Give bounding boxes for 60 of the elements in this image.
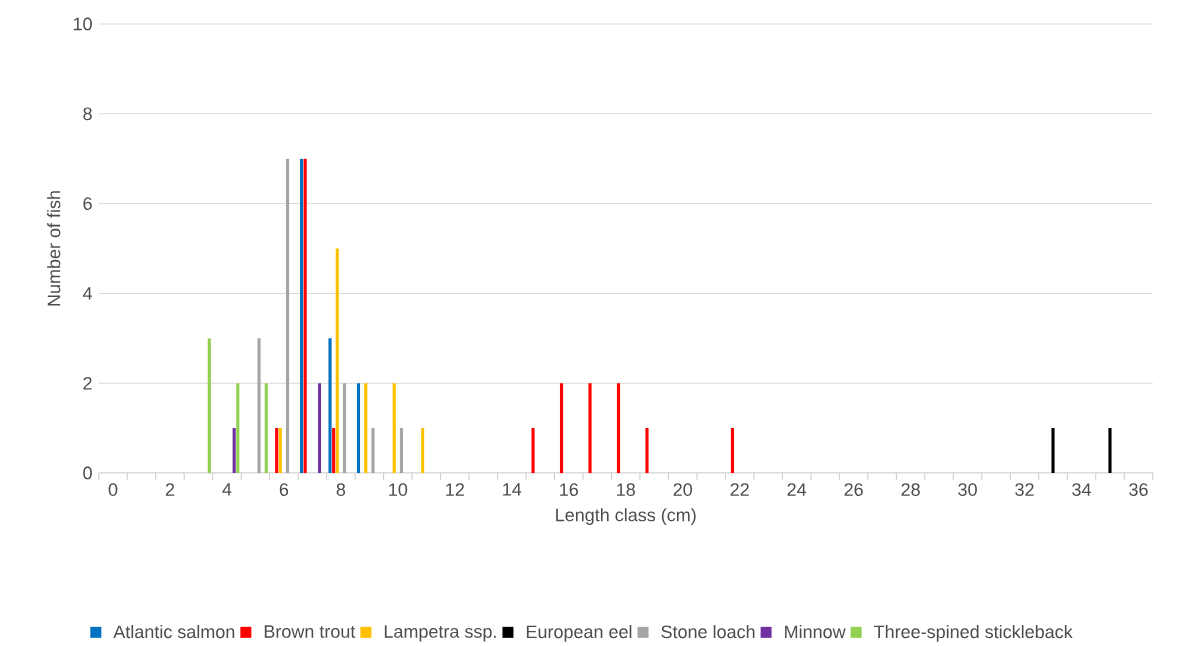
y-tick-label: 8 bbox=[83, 107, 92, 121]
bar bbox=[364, 383, 368, 473]
x-tick-label: 32 bbox=[1015, 483, 1034, 496]
bar bbox=[645, 428, 649, 473]
x-tick-label: 28 bbox=[901, 483, 920, 496]
bar bbox=[342, 383, 347, 473]
bar bbox=[588, 383, 592, 473]
legend-label: Atlantic salmon bbox=[113, 624, 235, 639]
x-tick-label: 36 bbox=[1129, 483, 1148, 496]
bar bbox=[285, 158, 290, 473]
legend-label: European eel bbox=[526, 624, 632, 642]
x-tick-label: 16 bbox=[560, 483, 578, 496]
legend-label: Brown trout bbox=[264, 625, 356, 638]
legend-label: Three-spined stickleback bbox=[874, 624, 1073, 642]
y-tick-label: 0 bbox=[83, 466, 92, 480]
y-axis-title: Number of fish bbox=[47, 191, 61, 306]
bar bbox=[232, 428, 236, 473]
x-tick-label: 34 bbox=[1072, 483, 1091, 496]
bar bbox=[399, 428, 404, 473]
x-tick-label: 30 bbox=[958, 483, 977, 496]
x-tick-label: 2 bbox=[165, 483, 175, 496]
y-tick-label: 4 bbox=[82, 287, 93, 300]
bar bbox=[335, 248, 339, 473]
x-tick-label: 24 bbox=[787, 483, 807, 496]
x-tick-label: 6 bbox=[279, 483, 289, 496]
bar bbox=[236, 383, 240, 473]
y-tick-label: 2 bbox=[83, 376, 92, 390]
bar bbox=[264, 383, 268, 473]
bar bbox=[421, 428, 425, 473]
bar bbox=[1108, 428, 1112, 473]
y-tick-label: 10 bbox=[73, 17, 92, 31]
bar bbox=[356, 383, 361, 473]
x-tick-label: 4 bbox=[222, 483, 232, 496]
y-tick-label: 6 bbox=[83, 197, 92, 210]
bar bbox=[257, 338, 261, 473]
x-tick-label: 0 bbox=[108, 483, 118, 496]
bar bbox=[1051, 428, 1055, 473]
bar bbox=[531, 428, 535, 473]
x-tick-label: 18 bbox=[617, 483, 635, 496]
bar bbox=[332, 428, 336, 473]
x-tick-label: 12 bbox=[446, 483, 464, 496]
x-tick-label: 20 bbox=[673, 483, 693, 496]
bar bbox=[299, 158, 304, 473]
x-axis-title: Length class (cm) bbox=[556, 508, 696, 525]
x-tick-label: 8 bbox=[336, 483, 346, 496]
bar bbox=[392, 383, 396, 473]
x-tick-label: 14 bbox=[503, 483, 522, 496]
x-tick-label: 26 bbox=[844, 483, 863, 496]
legend-label: Lampetra ssp. bbox=[384, 625, 496, 642]
bar bbox=[730, 428, 735, 473]
legend-label: Minnow bbox=[785, 624, 846, 639]
bar bbox=[328, 338, 332, 473]
bar bbox=[207, 338, 211, 473]
bar bbox=[371, 428, 375, 473]
bar bbox=[318, 383, 322, 473]
x-tick-label: 10 bbox=[389, 483, 408, 496]
x-tick-label: 22 bbox=[730, 483, 749, 496]
legend-label: Stone loach bbox=[661, 624, 755, 639]
bar bbox=[559, 383, 564, 473]
bar bbox=[616, 383, 621, 473]
